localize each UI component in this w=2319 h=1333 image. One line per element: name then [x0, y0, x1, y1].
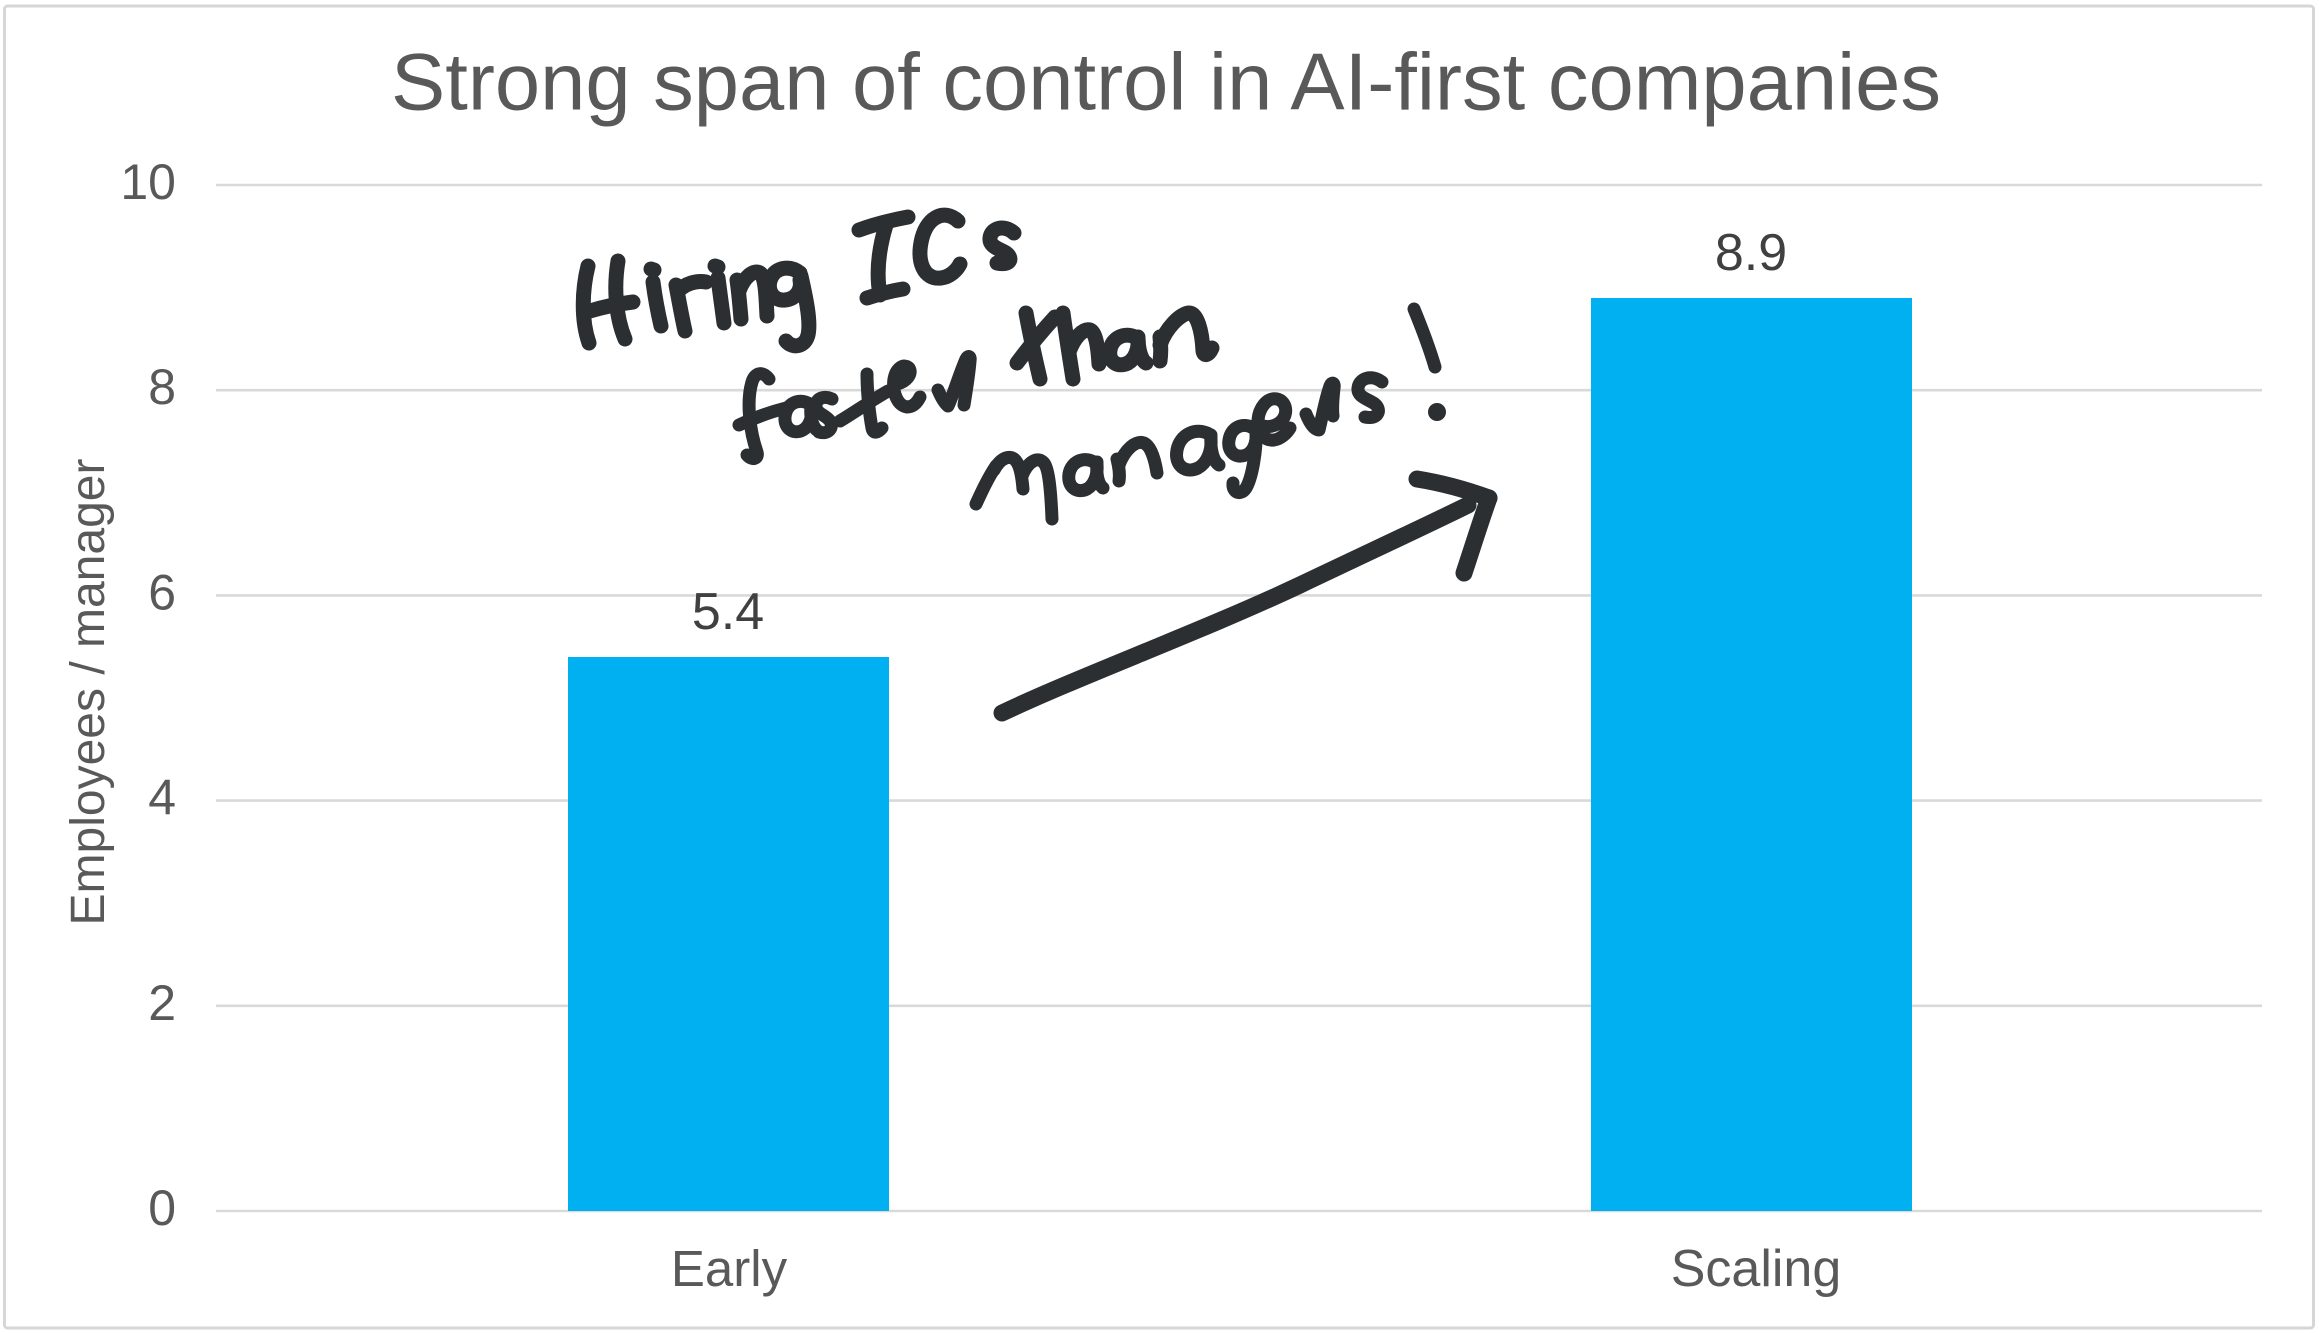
svg-text:2: 2 [148, 975, 176, 1031]
svg-text:8: 8 [148, 359, 176, 415]
svg-text:0: 0 [148, 1180, 176, 1236]
svg-text:Strong span of control in AI-f: Strong span of control in AI-first compa… [391, 38, 1941, 128]
svg-text:Employees / manager: Employees / manager [62, 459, 115, 926]
svg-text:4: 4 [148, 770, 176, 826]
svg-text:Early: Early [671, 1240, 788, 1297]
svg-text:Scaling: Scaling [1671, 1240, 1842, 1298]
svg-text:10: 10 [120, 154, 176, 210]
svg-text:8.9: 8.9 [1715, 224, 1787, 282]
svg-text:5.4: 5.4 [692, 583, 764, 641]
svg-text:6: 6 [148, 564, 176, 620]
